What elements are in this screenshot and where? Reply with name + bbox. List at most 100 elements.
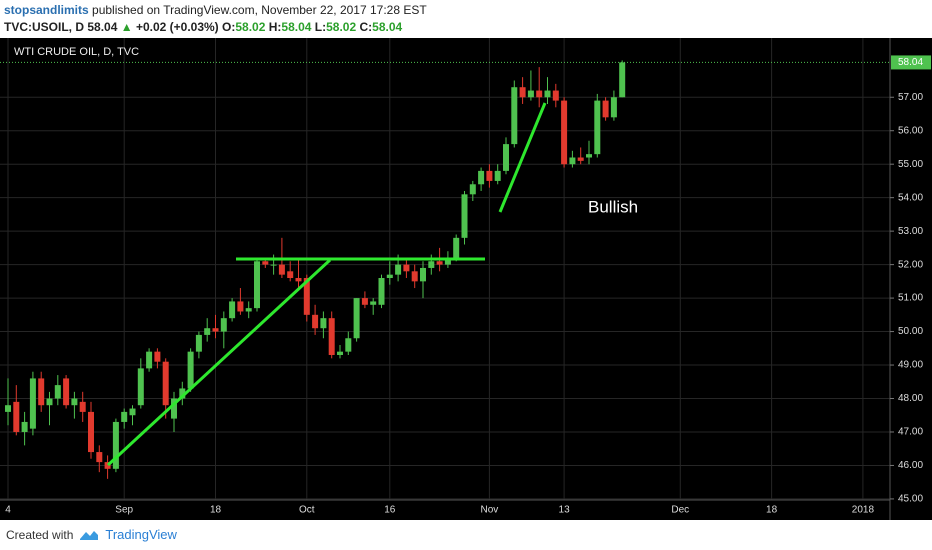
y-tick-label: 54.00 [898,192,923,203]
candle-body [63,378,70,406]
candle-body [594,100,601,155]
high: 58.04 [281,20,312,34]
candle-body [104,462,111,469]
candle-body [610,97,617,118]
candle-body [270,264,277,266]
candle-body [478,170,485,185]
candle-body [262,261,269,265]
candle-body [303,278,310,315]
candle-body [619,62,626,98]
trend-line [498,102,547,213]
candle-body [494,170,501,181]
y-tick-label: 45.00 [898,494,923,505]
quote-line: TVC:USOIL, D 58.04 ▲ +0.02 (+0.03%) O:58… [4,20,403,34]
candles [5,60,626,479]
candle-body [428,261,435,268]
low-label: L: [314,20,327,34]
candle-body [29,378,36,429]
candle-body [295,278,302,282]
y-tick-label: 47.00 [898,427,923,438]
candle-body [436,261,443,265]
candle-body [378,278,385,305]
candle-body [5,405,11,412]
candle-body [254,261,260,309]
candle-body [54,385,61,399]
y-tick-label: 56.00 [898,125,923,136]
candle-body [586,154,592,158]
candle-body [561,100,568,165]
candle-body [71,398,78,406]
candle-body [536,90,543,98]
candle-body [569,157,576,165]
x-tick-label: Nov [481,505,499,516]
candle-body [278,264,285,275]
y-tick-label: 57.00 [898,92,923,103]
candle-body [328,318,335,355]
candle-body [469,184,476,195]
last-price-tag [891,55,931,70]
candle-body [444,257,451,265]
candle-body [519,87,526,98]
candle-body [411,271,418,282]
candle-body [552,90,559,101]
candle-body [312,314,319,329]
candle-body [420,267,426,282]
candle-body [237,301,244,312]
candle-body [386,274,393,279]
candle-body [320,318,327,329]
change: +0.02 (+0.03%) [135,20,219,34]
y-tick-label: 50.00 [898,326,923,337]
annotation: Bullish [588,197,638,216]
candle-body [395,264,402,275]
x-tick-label: 4 [5,505,11,516]
candle-body [486,170,493,181]
high-label: H: [268,20,282,34]
x-tick-label: 2018 [852,505,875,516]
y-tick-label: 48.00 [898,393,923,404]
candle-body [353,298,360,339]
candle-body [461,194,468,238]
candle-body [79,401,86,412]
close: 58.04 [372,20,403,34]
candle-body [577,157,584,161]
last-price-label: 58.04 [898,57,923,68]
chart-background [0,38,932,520]
footer: Created with TradingView [6,527,177,542]
candle-body [361,298,368,305]
candle-body [220,318,227,332]
candle-body [527,90,534,98]
candle-body [453,237,460,258]
y-tick-label: 53.00 [898,226,923,237]
logo [80,530,99,540]
candle-body [345,338,352,352]
candle-body [38,378,45,406]
candle-body [171,398,177,419]
candle-body [146,351,153,369]
created-with: Created with [6,527,74,542]
candle-body [187,351,194,389]
candle-body [212,328,219,332]
candle-body [602,100,609,118]
x-tick-label: Dec [671,505,689,516]
candle-body [179,388,186,399]
price: 58.04 [87,20,118,34]
candle-body [195,334,202,352]
x-tick-label: Sep [115,505,133,516]
candle-body [21,421,28,432]
y-tick-label: 46.00 [898,460,923,471]
open-label: O: [222,20,236,34]
x-tick-label: 16 [384,505,396,516]
x-tick-label: 18 [210,505,222,516]
brand[interactable]: TradingView [105,527,177,542]
chart-title: WTI CRUDE OIL, D, TVC [14,46,139,58]
candle-body [121,411,128,422]
x-tick-label: 13 [559,505,571,516]
author[interactable]: stopsandlimits [4,3,89,17]
candle-body [511,87,518,145]
candle-body [245,308,252,312]
candle-body [88,411,94,453]
candle-body [13,401,20,432]
y-tick-label: 51.00 [898,293,923,304]
y-tick-label: 49.00 [898,360,923,371]
